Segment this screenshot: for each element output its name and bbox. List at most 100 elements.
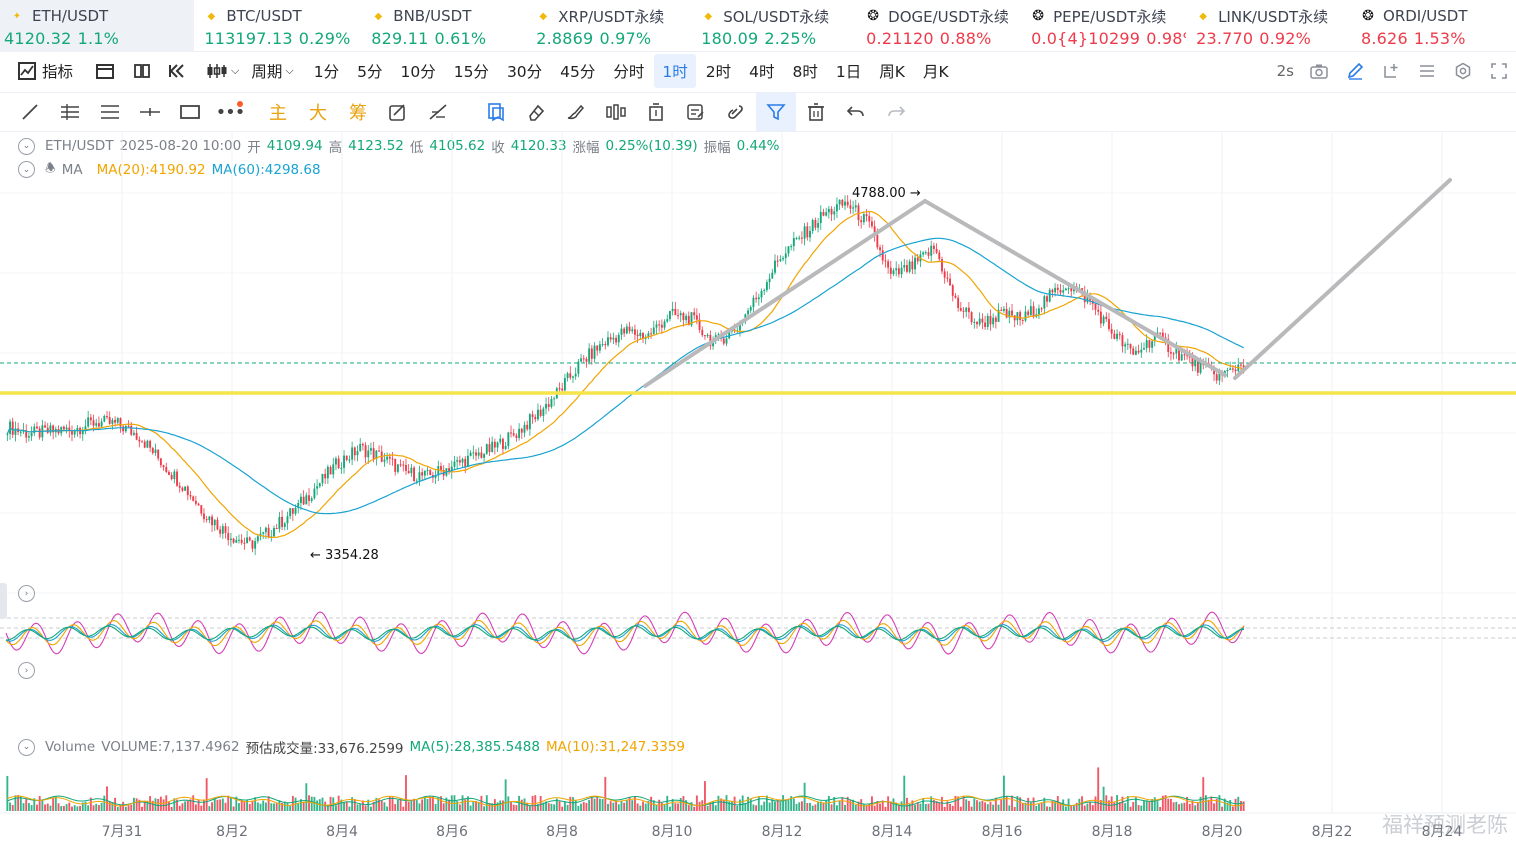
- period-option-0[interactable]: 1分: [313, 63, 340, 81]
- period-option-12[interactable]: 周K: [879, 63, 905, 81]
- candle-body: [1153, 334, 1156, 342]
- period-option-11[interactable]: 1日: [835, 63, 862, 81]
- volume-bar: [962, 795, 965, 811]
- filter-tool[interactable]: [756, 93, 796, 131]
- magnet-tool[interactable]: [716, 93, 756, 131]
- ticker-0[interactable]: ✦ ETH/USDT 4120.32 1.1%: [0, 0, 195, 52]
- add-window-icon[interactable]: [1380, 60, 1402, 82]
- ticker-4[interactable]: ◆ SOL/USDT永续 180.09 2.25%: [691, 0, 856, 52]
- volume-bar: [515, 805, 518, 811]
- collapse-chevron-icon[interactable]: ⌄: [18, 161, 35, 178]
- bell-icon[interactable]: 🕭: [45, 161, 56, 175]
- more-tools-button[interactable]: •••: [210, 93, 250, 131]
- copy-tool[interactable]: [476, 93, 516, 131]
- candle-body: [577, 361, 580, 374]
- period-option-4[interactable]: 30分: [506, 63, 543, 81]
- fullscreen-icon[interactable]: [1488, 60, 1510, 82]
- pen-icon[interactable]: [1344, 60, 1366, 82]
- ticker-7[interactable]: ◆ LINK/USDT永续 23.770 0.92%: [1186, 0, 1351, 52]
- rectangle-tool[interactable]: [170, 93, 210, 131]
- period-dropdown[interactable]: 周期 ⌵: [239, 52, 293, 90]
- layout-button[interactable]: [73, 52, 115, 90]
- period-option-5[interactable]: 45分: [560, 63, 596, 81]
- eraser-tool[interactable]: [516, 93, 556, 131]
- ticker-name-row: ◆ SOL/USDT永续: [701, 6, 856, 26]
- ticker-8[interactable]: ❂ ORDI/USDT 8.626 1.53%: [1351, 0, 1516, 52]
- period-option-8[interactable]: 2时: [705, 63, 732, 81]
- collapse-chevron-icon[interactable]: ⌄: [18, 137, 35, 155]
- candle-body: [383, 459, 386, 462]
- period-option-3[interactable]: 15分: [453, 63, 489, 81]
- replay-tool[interactable]: [378, 93, 418, 131]
- ticker-quote: 8.626 1.53%: [1361, 29, 1516, 48]
- period-option-6[interactable]: 分时: [613, 63, 645, 81]
- ticker-quote: 829.11 0.61%: [371, 29, 526, 48]
- ticker-3[interactable]: ◆ XRP/USDT永续 2.8869 0.97%: [526, 0, 691, 52]
- volume-bar: [755, 805, 758, 811]
- volume-bar: [507, 796, 510, 811]
- candle-body: [1116, 333, 1119, 339]
- range-tool[interactable]: [596, 93, 636, 131]
- big-order-button[interactable]: 大: [309, 103, 327, 124]
- lock-tool[interactable]: [636, 93, 676, 131]
- volume-bar: [633, 796, 636, 811]
- expand-chevron-icon[interactable]: ›: [18, 662, 35, 679]
- candle-body: [267, 527, 270, 538]
- expand-chevron-icon[interactable]: ›: [18, 585, 35, 602]
- horizontal-line-tool[interactable]: [130, 93, 170, 131]
- volume-bar: [289, 805, 292, 811]
- delete-tool[interactable]: [796, 93, 836, 131]
- candle-body: [480, 452, 483, 458]
- candle-body: [908, 261, 911, 272]
- candle-range-icon: [606, 104, 626, 120]
- candle-body: [361, 443, 364, 446]
- list-icon[interactable]: [1416, 60, 1438, 82]
- collapse-chevron-icon[interactable]: ⌄: [18, 738, 35, 756]
- period-option-10[interactable]: 8时: [792, 63, 818, 81]
- refresh-interval[interactable]: 2s: [1276, 62, 1294, 80]
- volume-bar: [970, 806, 973, 811]
- candle-body: [895, 268, 898, 271]
- volume-bar: [860, 799, 863, 811]
- settings-icon[interactable]: [1452, 60, 1474, 82]
- camera-icon[interactable]: [1308, 60, 1330, 82]
- volume-bar: [410, 800, 413, 811]
- chart-area[interactable]: 4788.00 → ← 3354.28 7月31 8月2 8月4 8月6 8月8 8月10 8月…: [0, 133, 1516, 849]
- parallel-line-tool[interactable]: [50, 93, 90, 131]
- candle-body: [76, 427, 79, 432]
- volume-bar: [892, 798, 895, 811]
- redo-button[interactable]: [876, 93, 916, 131]
- trend-line-tool[interactable]: [10, 93, 50, 131]
- chip-distribution-button[interactable]: 筹: [349, 103, 367, 124]
- indicator-button[interactable]: 指标: [0, 52, 73, 90]
- ticker-5[interactable]: ❂ DOGE/USDT永续 0.21120 0.88%: [856, 0, 1021, 52]
- volume-bar: [545, 801, 547, 811]
- period-option-2[interactable]: 10分: [400, 63, 436, 81]
- note-tool[interactable]: [676, 93, 716, 131]
- period-option-1[interactable]: 5分: [357, 63, 383, 81]
- ticker-2[interactable]: ◆ BNB/USDT 829.11 0.61%: [361, 0, 526, 52]
- candle-body: [1008, 310, 1011, 318]
- measure-tool[interactable]: [418, 93, 458, 131]
- period-option-9[interactable]: 4时: [749, 63, 775, 81]
- volume-bar: [1097, 767, 1100, 811]
- ticker-6[interactable]: ❂ PEPE/USDT永续 0.0{4}10299 0.98%: [1021, 0, 1186, 52]
- chart-svg[interactable]: 4788.00 → ← 3354.28 7月31 8月2 8月4 8月6 8月8 8月10 8月…: [0, 133, 1516, 849]
- candle-body: [887, 261, 890, 268]
- rewind-button[interactable]: [151, 52, 187, 90]
- volume-bar: [246, 799, 249, 811]
- undo-button[interactable]: [836, 93, 876, 131]
- candle-body: [526, 424, 529, 430]
- candle-body: [310, 498, 313, 501]
- fib-tool[interactable]: [90, 93, 130, 131]
- main-indicator-button[interactable]: 主: [269, 103, 287, 124]
- volume-bar: [30, 805, 33, 811]
- split-view-button[interactable]: [115, 52, 151, 90]
- candle-body: [693, 312, 696, 316]
- chart-type-dropdown[interactable]: ⌵: [187, 52, 239, 90]
- period-option-13[interactable]: 月K: [922, 63, 949, 81]
- ticker-1[interactable]: ◆ BTC/USDT 113197.13 0.29%: [194, 0, 361, 52]
- period-option-7[interactable]: 1时: [654, 54, 696, 88]
- brush-tool[interactable]: [556, 93, 596, 131]
- panel-resize-handle[interactable]: [0, 583, 7, 619]
